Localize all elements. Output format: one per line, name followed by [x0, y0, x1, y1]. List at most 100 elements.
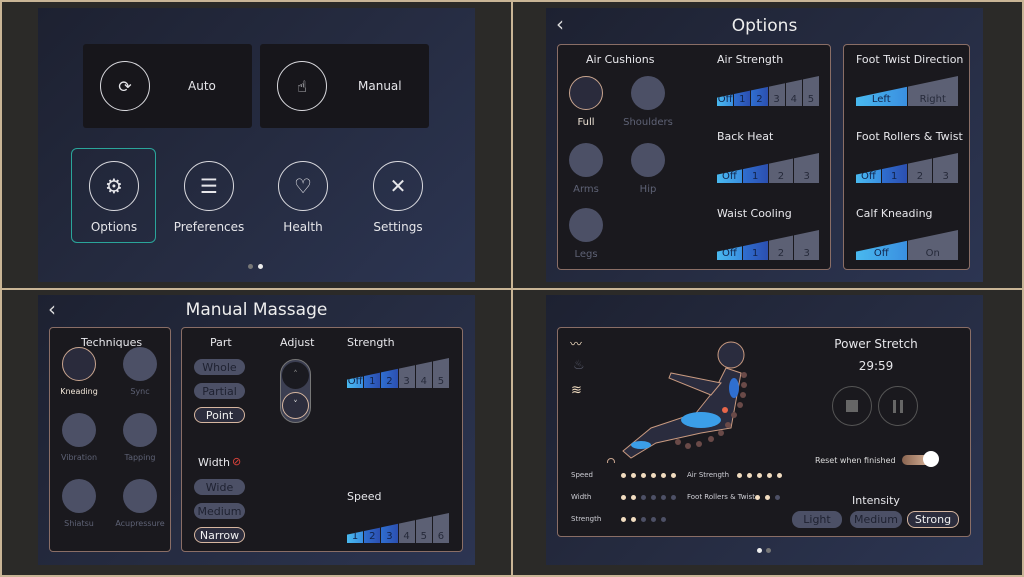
- technique-label[interactable]: Acupressure: [115, 519, 165, 528]
- down-button[interactable]: ˅: [282, 392, 309, 419]
- cushion-label[interactable]: Shoulders: [623, 117, 673, 128]
- part-option[interactable]: Point: [194, 407, 245, 423]
- divider: [0, 288, 1024, 290]
- strength-option[interactable]: 5: [432, 358, 449, 388]
- level-dot: [651, 495, 656, 500]
- hip-icon[interactable]: [631, 143, 665, 177]
- control-option[interactable]: 3: [794, 230, 819, 260]
- intensity-option[interactable]: Medium: [850, 511, 902, 528]
- control-option[interactable]: 3: [794, 153, 819, 183]
- home-item-health[interactable]: ♡ Health: [258, 160, 348, 240]
- auto-label: Auto: [188, 79, 216, 93]
- level-dot: [671, 495, 676, 500]
- part-option[interactable]: Partial: [194, 383, 245, 399]
- control-option[interactable]: 4: [785, 76, 802, 106]
- speed-option[interactable]: 6: [432, 513, 449, 543]
- intensity-option[interactable]: Strong: [907, 511, 959, 528]
- page-dots: [248, 264, 263, 269]
- speed-option[interactable]: 5: [415, 513, 432, 543]
- level-dot: [631, 495, 636, 500]
- part-option[interactable]: Whole: [194, 359, 245, 375]
- home-item-options[interactable]: ⚙ Options: [69, 160, 159, 240]
- page-dots: [757, 548, 771, 553]
- kneading-icon[interactable]: [62, 347, 96, 381]
- recline-icon[interactable]: 〰: [570, 337, 583, 351]
- home-item-label: Settings: [373, 220, 423, 234]
- level-dot: [747, 473, 752, 478]
- technique-label[interactable]: Sync: [130, 387, 150, 396]
- level-dot: [651, 473, 656, 478]
- technique-label[interactable]: Tapping: [124, 453, 156, 462]
- home-item-label: Options: [90, 220, 138, 234]
- cushion-label[interactable]: Arms: [573, 184, 599, 195]
- level-dot: [671, 473, 676, 478]
- cushion-label[interactable]: Full: [577, 117, 595, 128]
- shoulders-icon[interactable]: [631, 76, 665, 110]
- level-dot: [737, 473, 742, 478]
- stop-icon: [846, 400, 858, 412]
- meter-label: Speed: [571, 471, 593, 479]
- technique-label[interactable]: Kneading: [60, 387, 98, 396]
- control-label: Foot Rollers & Twist: [856, 130, 963, 143]
- cushion-label[interactable]: Legs: [574, 249, 598, 260]
- intensity-option[interactable]: Light: [792, 511, 842, 528]
- meter-label: Foot Rollers & Twist: [687, 493, 755, 501]
- acupressure-icon[interactable]: [123, 479, 157, 513]
- full-body-icon[interactable]: [569, 76, 603, 110]
- air-icon[interactable]: ≋: [571, 383, 582, 398]
- home-item-preferences[interactable]: ☰ Preferences: [164, 160, 254, 240]
- level-dot: [621, 517, 626, 522]
- level-dot: [765, 495, 770, 500]
- control-option[interactable]: 3: [933, 153, 958, 183]
- stop-button[interactable]: [832, 386, 872, 426]
- flame-icon[interactable]: ♨: [573, 358, 585, 373]
- control-option[interactable]: 5: [802, 76, 819, 106]
- options-screen: ‹ Options Air Cushions Full Shoulders Ar…: [546, 8, 983, 282]
- level-dot: [631, 517, 636, 522]
- home-item-settings[interactable]: ✕ Settings: [353, 160, 443, 240]
- back-button[interactable]: ‹: [556, 12, 564, 36]
- pause-icon: [893, 399, 903, 413]
- speed-label: Speed: [347, 490, 382, 503]
- cushion-label[interactable]: Hip: [639, 184, 657, 195]
- pause-button[interactable]: [878, 386, 918, 426]
- level-dot: [661, 517, 666, 522]
- level-dot: [757, 473, 762, 478]
- meter-label: Air Strength: [687, 471, 730, 479]
- legs-icon[interactable]: [569, 208, 603, 242]
- hand-icon: ☝: [277, 61, 327, 111]
- tapping-icon[interactable]: [123, 413, 157, 447]
- auto-button[interactable]: ⟳ Auto: [83, 44, 252, 128]
- up-button[interactable]: ˄: [282, 362, 309, 389]
- level-dot: [755, 495, 760, 500]
- manual-button[interactable]: ☝ Manual: [260, 44, 429, 128]
- adjust-title: Adjust: [280, 336, 315, 349]
- technique-label[interactable]: Vibration: [60, 453, 98, 462]
- width-option[interactable]: Wide: [194, 479, 245, 495]
- techniques-title: Techniques: [81, 336, 143, 349]
- level-dot: [641, 517, 646, 522]
- sync-icon[interactable]: [123, 347, 157, 381]
- arms-icon[interactable]: [569, 143, 603, 177]
- vibration-icon[interactable]: [62, 413, 96, 447]
- level-dot: [641, 473, 646, 478]
- reset-label: Reset when finished: [815, 456, 896, 465]
- level-dot: [777, 473, 782, 478]
- level-dot: [641, 495, 646, 500]
- meter-label: Width: [571, 493, 592, 501]
- options-highlight: [71, 148, 156, 243]
- level-dot: [651, 517, 656, 522]
- program-name: Power Stretch: [834, 337, 918, 351]
- control-label: Waist Cooling: [717, 207, 792, 220]
- reset-toggle[interactable]: [902, 451, 939, 467]
- level-dot: [621, 495, 626, 500]
- gears-icon: ⚙: [89, 161, 139, 211]
- width-option[interactable]: Medium: [194, 503, 245, 519]
- part-title: Part: [210, 336, 232, 349]
- strength-option[interactable]: 4: [415, 358, 432, 388]
- technique-label[interactable]: Shiatsu: [64, 519, 94, 528]
- width-option[interactable]: Narrow: [194, 527, 245, 543]
- back-button[interactable]: ‹: [48, 297, 56, 321]
- manual-label: Manual: [358, 79, 402, 93]
- shiatsu-icon[interactable]: [62, 479, 96, 513]
